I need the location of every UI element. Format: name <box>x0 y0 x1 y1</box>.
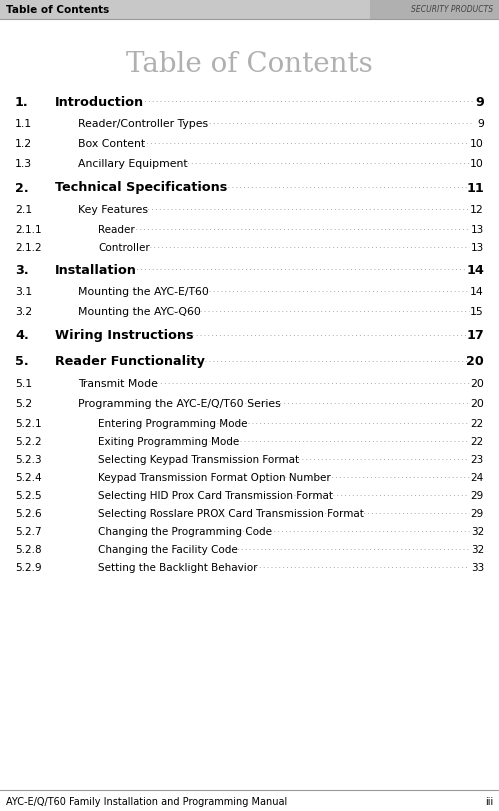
Text: 2.1.1: 2.1.1 <box>15 225 41 234</box>
Text: Reader Functionality: Reader Functionality <box>55 355 205 368</box>
Text: 32: 32 <box>471 526 484 536</box>
Text: Key Features: Key Features <box>78 204 148 215</box>
Text: 5.2.5: 5.2.5 <box>15 491 41 500</box>
Text: 5.2.8: 5.2.8 <box>15 544 41 554</box>
Text: 5.2.2: 5.2.2 <box>15 436 41 446</box>
Text: 3.1: 3.1 <box>15 286 32 297</box>
Text: SECURITY PRODUCTS: SECURITY PRODUCTS <box>411 6 493 15</box>
Text: 2.1.2: 2.1.2 <box>15 242 41 253</box>
Text: 2.1: 2.1 <box>15 204 32 215</box>
Text: Box Content: Box Content <box>78 139 145 148</box>
Text: 1.2: 1.2 <box>15 139 32 148</box>
Text: 24: 24 <box>471 473 484 483</box>
Text: 13: 13 <box>471 242 484 253</box>
Text: 10: 10 <box>470 139 484 148</box>
Text: 22: 22 <box>471 418 484 428</box>
Text: Programming the AYC-E/Q/T60 Series: Programming the AYC-E/Q/T60 Series <box>78 398 281 409</box>
Text: 33: 33 <box>471 562 484 573</box>
Text: 32: 32 <box>471 544 484 554</box>
Text: 3.2: 3.2 <box>15 307 32 316</box>
Text: 12: 12 <box>470 204 484 215</box>
Text: Installation: Installation <box>55 264 137 277</box>
Text: 20: 20 <box>470 379 484 388</box>
Text: Selecting Rosslare PROX Card Transmission Format: Selecting Rosslare PROX Card Transmissio… <box>98 508 364 518</box>
Text: 9: 9 <box>477 119 484 129</box>
Text: 2.: 2. <box>15 182 28 195</box>
Text: Mounting the AYC-E/T60: Mounting the AYC-E/T60 <box>78 286 209 297</box>
Text: 22: 22 <box>471 436 484 446</box>
Bar <box>0 0 370 20</box>
Text: Transmit Mode: Transmit Mode <box>78 379 158 388</box>
Text: 5.1: 5.1 <box>15 379 32 388</box>
Text: 29: 29 <box>471 491 484 500</box>
Text: Reader: Reader <box>98 225 135 234</box>
Text: Table of Contents: Table of Contents <box>6 5 109 15</box>
Text: 11: 11 <box>466 182 484 195</box>
Text: 5.2.3: 5.2.3 <box>15 454 41 465</box>
Text: Exiting Programming Mode: Exiting Programming Mode <box>98 436 239 446</box>
Text: Introduction: Introduction <box>55 96 144 109</box>
Text: 4.: 4. <box>15 329 29 342</box>
Text: 9: 9 <box>475 96 484 109</box>
Text: 14: 14 <box>470 286 484 297</box>
Text: Technical Specifications: Technical Specifications <box>55 182 227 195</box>
Text: Selecting HID Prox Card Transmission Format: Selecting HID Prox Card Transmission For… <box>98 491 333 500</box>
Text: 23: 23 <box>471 454 484 465</box>
Text: 20: 20 <box>470 398 484 409</box>
Text: 20: 20 <box>466 355 484 368</box>
Text: 1.1: 1.1 <box>15 119 32 129</box>
Text: 1.: 1. <box>15 96 28 109</box>
Text: 5.2: 5.2 <box>15 398 32 409</box>
Text: 17: 17 <box>466 329 484 342</box>
Text: 5.2.1: 5.2.1 <box>15 418 41 428</box>
Text: 14: 14 <box>466 264 484 277</box>
Text: iii: iii <box>485 796 493 806</box>
Text: Wiring Instructions: Wiring Instructions <box>55 329 194 342</box>
Text: Reader/Controller Types: Reader/Controller Types <box>78 119 208 129</box>
Text: 13: 13 <box>471 225 484 234</box>
Text: Changing the Facility Code: Changing the Facility Code <box>98 544 238 554</box>
Text: Changing the Programming Code: Changing the Programming Code <box>98 526 272 536</box>
Text: Controller: Controller <box>98 242 150 253</box>
Text: Table of Contents: Table of Contents <box>126 50 372 77</box>
Text: 5.2.7: 5.2.7 <box>15 526 41 536</box>
Text: Keypad Transmission Format Option Number: Keypad Transmission Format Option Number <box>98 473 331 483</box>
Text: 5.: 5. <box>15 355 28 368</box>
Text: Entering Programming Mode: Entering Programming Mode <box>98 418 248 428</box>
Text: 5.2.4: 5.2.4 <box>15 473 41 483</box>
Text: Ancillary Equipment: Ancillary Equipment <box>78 159 188 169</box>
Text: 10: 10 <box>470 159 484 169</box>
Text: 1.3: 1.3 <box>15 159 32 169</box>
Text: 3.: 3. <box>15 264 28 277</box>
Text: Setting the Backlight Behavior: Setting the Backlight Behavior <box>98 562 257 573</box>
Text: 15: 15 <box>470 307 484 316</box>
Text: 5.2.9: 5.2.9 <box>15 562 41 573</box>
Text: AYC-E/Q/T60 Family Installation and Programming Manual: AYC-E/Q/T60 Family Installation and Prog… <box>6 796 287 806</box>
Text: Mounting the AYC-Q60: Mounting the AYC-Q60 <box>78 307 201 316</box>
Text: 5.2.6: 5.2.6 <box>15 508 41 518</box>
Text: 29: 29 <box>471 508 484 518</box>
Bar <box>370 0 499 20</box>
Text: Selecting Keypad Transmission Format: Selecting Keypad Transmission Format <box>98 454 299 465</box>
